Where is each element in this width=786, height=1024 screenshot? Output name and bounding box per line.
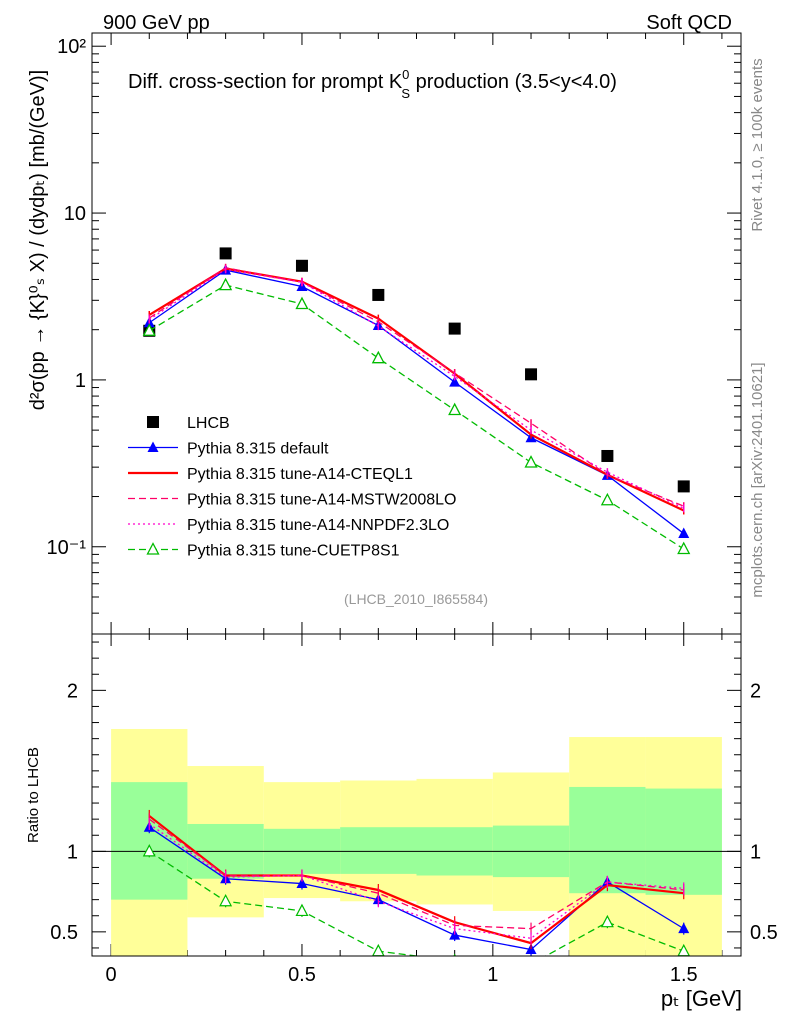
data-point <box>525 368 538 381</box>
data-point <box>601 449 614 462</box>
legend-marker <box>147 441 159 452</box>
data-point <box>448 322 461 335</box>
data-point <box>142 323 156 336</box>
data-point <box>449 376 461 387</box>
ratio-line <box>148 818 684 930</box>
y-tick-label: 1 <box>67 841 78 863</box>
ratio-point <box>219 893 233 907</box>
data-point <box>524 455 538 468</box>
ratio-series <box>142 809 691 969</box>
x-tick-label: 0.5 <box>288 964 316 986</box>
ratio-line <box>148 823 684 939</box>
ratio-frame <box>91 633 742 957</box>
ratio-point <box>142 844 156 857</box>
mcplots-label: mcplots.cern.ch [arXiv:2401.10621] <box>749 362 766 597</box>
data-point <box>219 247 232 260</box>
band-inner <box>645 788 722 895</box>
y-tick-label: 10⁻¹ <box>47 537 87 559</box>
data-point <box>372 288 385 301</box>
y-tick-label-right: 0.5 <box>750 922 778 944</box>
x-tick-label: 0 <box>106 964 117 986</box>
legend-marker <box>146 542 160 555</box>
data-point <box>295 296 309 310</box>
ratio-line <box>148 826 685 951</box>
data-point <box>678 527 690 539</box>
main-ylabel: d²σ(pp → {K}⁰ₛ X) / (dydpₜ) [mb/(GeV)] <box>27 70 49 411</box>
series-line <box>148 284 685 550</box>
data-point <box>219 277 233 291</box>
main-title: Diff. cross-section for prompt K0 S produ… <box>128 67 617 101</box>
ratio-ylabel: Ratio to LHCB <box>25 747 42 843</box>
y-tick-label: 10 <box>64 203 86 225</box>
y-tick-label: 2 <box>67 680 78 702</box>
ratio-line <box>148 815 684 945</box>
band-inner <box>569 786 646 894</box>
legend-label: Pythia 8.315 default <box>187 441 329 458</box>
band-inner <box>111 782 188 900</box>
header-right: Soft QCD <box>646 12 732 34</box>
band-inner <box>340 827 417 874</box>
analysis-id: (LHCB_2010_I865584) <box>344 591 488 607</box>
series-line <box>148 267 684 507</box>
data-point <box>677 480 690 493</box>
legend-label: LHCB <box>187 415 230 432</box>
data-point <box>448 402 462 416</box>
ratio-point <box>526 958 537 969</box>
ratio-point <box>600 914 614 928</box>
ratio-point <box>678 922 690 934</box>
y-tick-label: 1 <box>75 370 86 392</box>
legend-label: Pythia 8.315 tune-A14-MSTW2008LO <box>187 492 456 509</box>
ratio-line <box>148 850 684 956</box>
data-point <box>677 541 691 555</box>
x-tick-label: 1.5 <box>670 964 698 986</box>
y-tick-label: 10² <box>57 36 86 58</box>
ratio-panel: 0.5 0.5 1 1 2 2 0 0.5 1 1.5 <box>50 634 778 986</box>
legend-label: Pythia 8.315 tune-A14-CTEQL1 <box>187 466 413 483</box>
legend-label: Pythia 8.315 tune-CUETP8S1 <box>187 543 400 560</box>
ratio-point <box>295 903 309 917</box>
y-tick-label: 0.5 <box>50 922 78 944</box>
data-point <box>371 350 385 364</box>
x-tick-label: 1 <box>487 964 498 986</box>
rivet-label: Rivet 4.1.0, ≥ 100k events <box>749 58 766 231</box>
ratio-point <box>296 877 308 889</box>
ratio-point <box>371 943 385 956</box>
data-point <box>600 492 614 506</box>
legend-label: Pythia 8.315 tune-A14-NNPDF2.3LO <box>187 517 449 534</box>
y-tick-label-right: 1 <box>750 841 761 863</box>
legend-marker <box>147 416 159 428</box>
ratio-xlabel: pₜ [GeV] <box>661 986 742 1011</box>
main-panel: 10⁻¹ 1 10 10² <box>47 33 741 635</box>
header-left: 900 GeV pp <box>103 12 210 34</box>
legend: LHCB Pythia 8.315 default Pythia 8.315 tun… <box>128 415 456 560</box>
data-point <box>295 259 308 272</box>
y-tick-label-right: 2 <box>750 680 761 702</box>
